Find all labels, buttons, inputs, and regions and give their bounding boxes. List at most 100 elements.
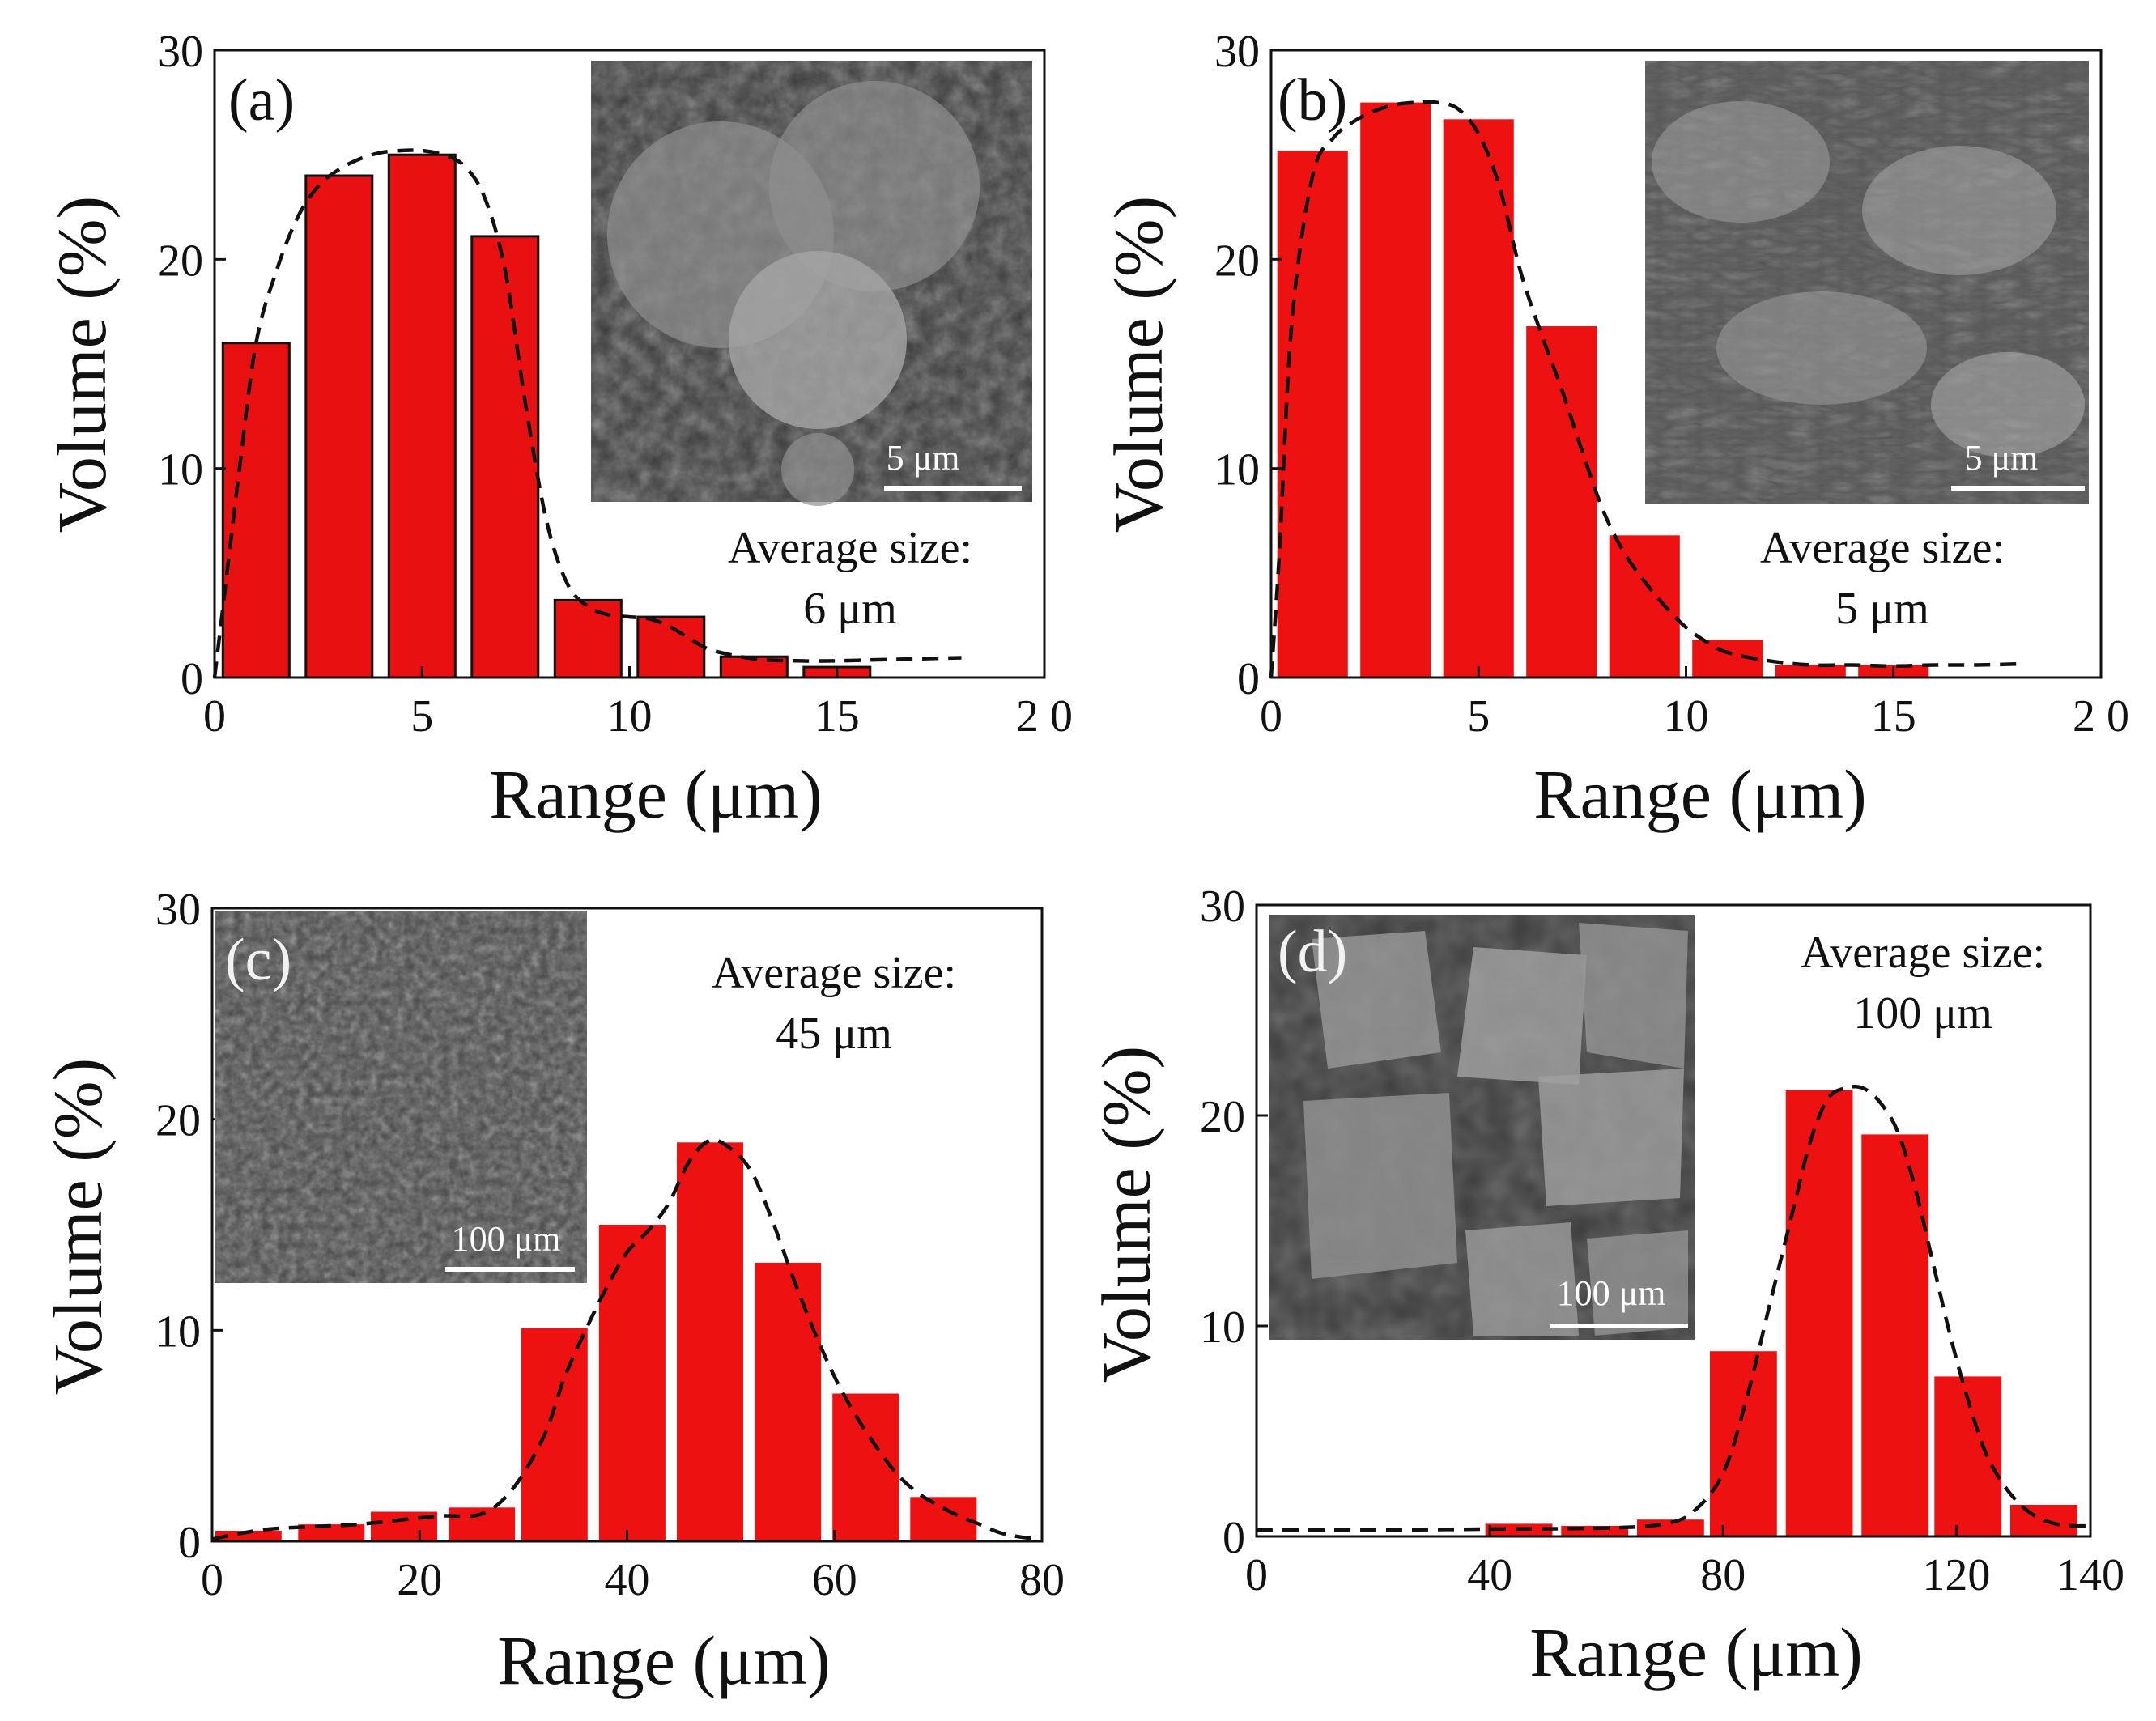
- panel-b-xtick-label-4: 2 0: [2073, 691, 2129, 742]
- panel-b-bar-4: [1609, 535, 1680, 678]
- panel-b-xtick-label-3: 15: [1871, 691, 1916, 742]
- panel-b-xlabel: Range (μm): [1533, 755, 1866, 833]
- panel-d-xtick-label-1: 40: [1467, 1550, 1512, 1600]
- panel-c: 0 20 40 60 80 0 10 20 30 100 μm (c) Volume (%) R…: [39, 885, 1065, 1699]
- panel-c-ticks: 0 20 40 60 80 0 10 20 30: [155, 885, 1065, 1605]
- panel-a-frame: [213, 49, 1046, 679]
- panel-d-bars: [1485, 1090, 2077, 1536]
- panel-b-ytick-label-1: 10: [1214, 445, 1260, 495]
- panel-c-bar-4: [521, 1328, 588, 1541]
- panel-a-xtick-label-3: 15: [814, 691, 860, 742]
- panel-d-ytick-label-0: 0: [1223, 1513, 1245, 1563]
- panel-d-xtick-label-2: 80: [1700, 1550, 1746, 1600]
- panel-c-ytick-label-0: 0: [178, 1518, 201, 1568]
- panel-c-bar-7: [755, 1262, 822, 1541]
- panel-c-bar-0: [215, 1531, 282, 1541]
- panel-b-fit-curve: [1269, 100, 2018, 678]
- panel-b-label: (b): [1278, 67, 1347, 134]
- panel-a-bar-3: [470, 235, 540, 679]
- panel-b-ylabel: Volume (%): [1099, 196, 1177, 533]
- panel-a-bar-2: [387, 153, 457, 679]
- panel-d-label: (d): [1278, 919, 1347, 985]
- panel-d-scale-label: 100 μm: [1557, 1273, 1666, 1313]
- panel-c-annotation-line2: 45 μm: [776, 1009, 892, 1059]
- panel-a-ytick-label-1: 10: [158, 445, 203, 495]
- panel-d-ytick-label-3: 30: [1200, 882, 1245, 932]
- panel-b-annotation-line2: 5 μm: [1835, 584, 1929, 634]
- panel-d-bar-4: [1785, 1090, 1853, 1536]
- panel-b-bar-6: [1775, 665, 1846, 678]
- panel-d-fit-curve: [1256, 1085, 2091, 1532]
- panel-c-bar-1: [298, 1524, 365, 1541]
- panel-a-annotation-line1: Average size:: [728, 523, 972, 573]
- panel-b-bar-1: [1360, 102, 1431, 678]
- panel-b-sem-inset: 5 μm: [1645, 61, 2089, 504]
- panel-c-annotation-line1: Average size:: [712, 948, 956, 998]
- panel-b-bar-2: [1443, 119, 1514, 678]
- panel-d-ticks: 0 40 80 120 140 0 10 20 30: [1200, 882, 2124, 1600]
- panel-b-bars: [1277, 102, 1929, 678]
- panel-d-bar-3: [1710, 1351, 1777, 1536]
- panel-d-ytick-label-2: 20: [1200, 1092, 1245, 1142]
- panel-a-ytick-label-0: 0: [181, 654, 203, 704]
- panel-d-annotation-line1: Average size:: [1801, 928, 2045, 978]
- panel-c-ytick-label-3: 30: [155, 885, 201, 935]
- panel-d-ytick-label-1: 10: [1200, 1302, 1245, 1353]
- panel-b-ytick-label-3: 30: [1214, 27, 1260, 77]
- panel-b-xtick-label-0: 0: [1260, 691, 1282, 742]
- panel-c-bar-5: [598, 1225, 666, 1541]
- panel-d-xtick-label-0: 0: [1245, 1550, 1268, 1600]
- panel-a-bar-4: [553, 598, 623, 679]
- panel-c-xlabel: Range (μm): [497, 1621, 830, 1699]
- panel-c-bar-9: [910, 1497, 977, 1541]
- panel-a-ylabel: Volume (%): [43, 196, 121, 533]
- panel-b-ytick-label-2: 20: [1214, 236, 1260, 286]
- panel-c-sem-inset: 100 μm: [215, 911, 587, 1283]
- panel-c-xtick-label-0: 0: [201, 1555, 223, 1605]
- panel-a-label: (a): [228, 67, 295, 134]
- panel-d-ylabel: Volume (%): [1087, 1046, 1165, 1383]
- panel-c-bar-6: [677, 1142, 743, 1541]
- panel-b-bar-0: [1277, 151, 1348, 678]
- panel-c-xtick-label-4: 80: [1019, 1555, 1065, 1605]
- panel-b-xtick-label-1: 5: [1467, 691, 1490, 742]
- panel-a-xtick-label-4: 2 0: [1016, 691, 1073, 742]
- panel-a-fit-curve: [212, 148, 962, 678]
- panel-c-xtick-label-1: 20: [397, 1555, 442, 1605]
- panel-c-fit-curve: [211, 1137, 1043, 1541]
- panel-a-ytick-label-2: 20: [158, 236, 203, 286]
- panel-c-xtick-label-3: 60: [812, 1555, 857, 1605]
- panel-b-frame: [1269, 49, 2103, 679]
- panel-b-annotation-line1: Average size:: [1760, 523, 2005, 573]
- panel-a-annotation-line2: 6 μm: [803, 584, 897, 634]
- panel-c-scale-label: 100 μm: [452, 1219, 561, 1259]
- panel-a-xtick-label-2: 10: [607, 691, 653, 742]
- panel-a-ytick-label-3: 30: [158, 27, 203, 77]
- panel-d-annotation-line2: 100 μm: [1853, 988, 1992, 1039]
- panel-c-ylabel: Volume (%): [39, 1058, 117, 1395]
- panel-c-ytick-label-2: 20: [155, 1096, 201, 1146]
- panel-d-xlabel: Range (μm): [1529, 1613, 1862, 1691]
- panel-c-ytick-label-1: 10: [155, 1307, 201, 1357]
- panel-b-xtick-label-2: 10: [1664, 691, 1709, 742]
- panel-c-label: (c): [225, 927, 291, 993]
- panel-a-xtick-label-0: 0: [203, 691, 226, 742]
- panel-a-xtick-label-1: 5: [410, 691, 433, 742]
- panel-b-scale-label: 5 μm: [1965, 438, 2039, 478]
- panel-c-bar-8: [832, 1393, 899, 1541]
- panel-b-bar-3: [1526, 326, 1597, 678]
- panel-d-bar-7: [2010, 1505, 2077, 1536]
- panel-d-xtick-label-3: 120: [1922, 1550, 1990, 1600]
- panel-d-frame: [1255, 903, 2092, 1538]
- panel-a-bar-1: [304, 174, 374, 679]
- panel-b-ytick-label-0: 0: [1237, 654, 1260, 704]
- panel-d: 0 40 80 120 140 0 10 20 30 100 μm (d) Volume (%)…: [1087, 882, 2124, 1691]
- panel-c-bars: [215, 1142, 977, 1541]
- panel-d-sem-inset: 100 μm: [1269, 915, 1695, 1340]
- panel-c-xtick-label-2: 40: [605, 1555, 650, 1605]
- panel-c-frame: [210, 907, 1044, 1543]
